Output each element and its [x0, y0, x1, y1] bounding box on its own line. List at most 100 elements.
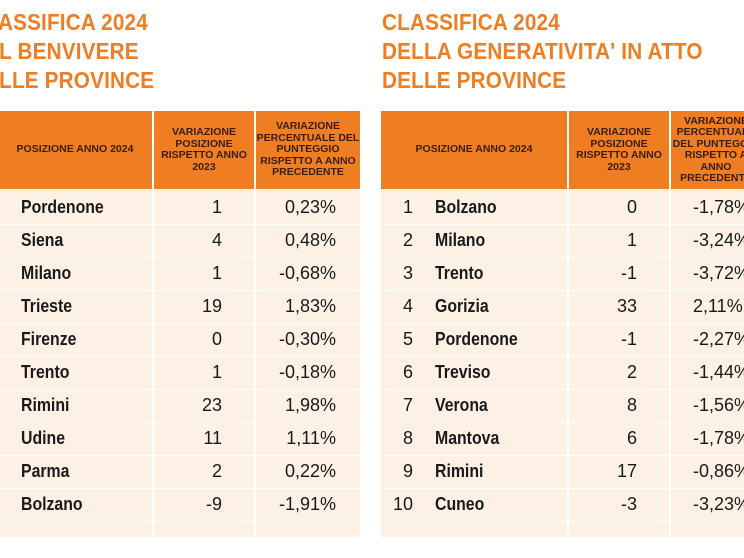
province-name: Gorizia [435, 296, 489, 316]
header-position: POSIZIONE ANNO 2024 [16, 143, 134, 156]
row-divider [381, 356, 744, 357]
row-divider [0, 356, 360, 357]
percent-change: -1,78% [693, 428, 744, 448]
generativita-title: CLASSIFICA 2024 DELLA GENERATIVITA' IN A… [382, 8, 703, 95]
position-change: 8 [626, 395, 637, 415]
header-variation: VARIAZIONE POSIZIONE RISPETTO ANNO 2023 [576, 126, 662, 173]
position-change: -3 [620, 494, 637, 514]
position-change: 11 [203, 428, 222, 448]
province-name: Pordenone [435, 329, 518, 349]
column-divider [254, 111, 256, 537]
rank: 2 [402, 230, 413, 250]
percent-change: -0,30% [278, 329, 336, 349]
row-divider [381, 389, 744, 390]
percent-change: -1,56% [693, 395, 744, 415]
title-line: CLASSIFICA 2024 [0, 9, 148, 35]
percent-change: 0,22% [284, 461, 336, 481]
position-change: 6 [626, 428, 637, 448]
percent-change: 0,48% [284, 230, 336, 250]
province-name: Mantova [435, 428, 500, 448]
percent-change: -3,24% [693, 230, 744, 250]
title-line: CLASSIFICA 2024 [382, 9, 560, 35]
rank: 8 [402, 428, 413, 448]
rank: 7 [402, 395, 413, 415]
province-name: Milano [435, 230, 486, 250]
province-name: Treviso [435, 362, 491, 382]
position-change: 23 [201, 395, 222, 415]
row-divider [0, 257, 360, 258]
position-change: 1 [211, 263, 222, 283]
row-divider [381, 521, 744, 522]
rank: 3 [402, 263, 413, 283]
title-line: DELLA GENERATIVITA' IN ATTO [382, 38, 703, 64]
percent-change: -0,68% [278, 263, 336, 283]
position-change: 17 [616, 461, 637, 481]
benvivere-title: CLASSIFICA 2024 DEL BENVIVERE DELLE PROV… [0, 8, 154, 95]
benvivere-table: POSIZIONE ANNO 2024 VARIAZIONE POSIZIONE… [0, 111, 360, 537]
row-divider [0, 521, 360, 522]
province-name: Milano [21, 263, 72, 283]
row-divider [0, 290, 360, 291]
rank: 4 [402, 296, 413, 316]
province-name: Pordenone [21, 197, 104, 217]
percent-change: -1,44% [693, 362, 744, 382]
title-line: DELLE PROVINCE [382, 67, 567, 93]
row-divider [0, 389, 360, 390]
province-name: Bolzano [435, 197, 497, 217]
row-divider [381, 422, 744, 423]
row-divider [0, 422, 360, 423]
province-name: Siena [21, 230, 64, 250]
position-change: 19 [201, 296, 222, 316]
position-change: 1 [626, 230, 637, 250]
row-divider [0, 488, 360, 489]
generativita-table: POSIZIONE ANNO 2024 VARIAZIONE POSIZIONE… [381, 111, 744, 537]
column-divider [152, 111, 154, 537]
percent-change: -1,91% [278, 494, 336, 514]
row-divider [0, 455, 360, 456]
header-percent: VARIAZIONE PERCENTUALE DEL PUNTEGGIO RIS… [256, 120, 360, 179]
rank: 5 [402, 329, 413, 349]
table-header [0, 111, 360, 189]
percent-change: -3,23% [693, 494, 744, 514]
position-change: 0 [211, 329, 222, 349]
percent-change: -2,27% [693, 329, 744, 349]
rank: 9 [402, 461, 413, 481]
header-position: POSIZIONE ANNO 2024 [415, 143, 533, 156]
position-change: 33 [616, 296, 637, 316]
title-line: DELLE PROVINCE [0, 67, 155, 93]
row-divider [381, 488, 744, 489]
column-divider [567, 111, 569, 537]
row-divider [381, 257, 744, 258]
province-name: Rimini [435, 461, 484, 481]
row-divider [381, 323, 744, 324]
position-change: -1 [620, 263, 637, 283]
percent-change: 0,23% [284, 197, 336, 217]
position-change: 4 [211, 230, 222, 250]
province-name: Trento [21, 362, 70, 382]
province-name: Bolzano [21, 494, 83, 514]
row-divider [381, 455, 744, 456]
province-name: Verona [435, 395, 488, 415]
province-name: Rimini [21, 395, 70, 415]
rank: 6 [402, 362, 413, 382]
percent-change: 1,11% [286, 428, 336, 448]
row-divider [381, 224, 744, 225]
province-name: Firenze [21, 329, 77, 349]
row-divider [0, 323, 360, 324]
province-name: Parma [21, 461, 70, 481]
province-name: Udine [21, 428, 66, 448]
percent-change: 1,83% [284, 296, 336, 316]
percent-change: -1,78% [693, 197, 744, 217]
percent-change: -0,86% [693, 461, 744, 481]
position-change: 2 [211, 461, 222, 481]
rank: 1 [402, 197, 413, 217]
percent-change: 2,11% [693, 296, 743, 316]
position-change: 2 [626, 362, 637, 382]
province-name: Trieste [21, 296, 73, 316]
header-variation: VARIAZIONE POSIZIONE RISPETTO ANNO 2023 [161, 126, 247, 173]
rank: 10 [392, 494, 413, 514]
title-line: DEL BENVIVERE [0, 38, 139, 64]
table-header [381, 111, 744, 189]
row-divider [0, 224, 360, 225]
position-change: 1 [211, 197, 222, 217]
